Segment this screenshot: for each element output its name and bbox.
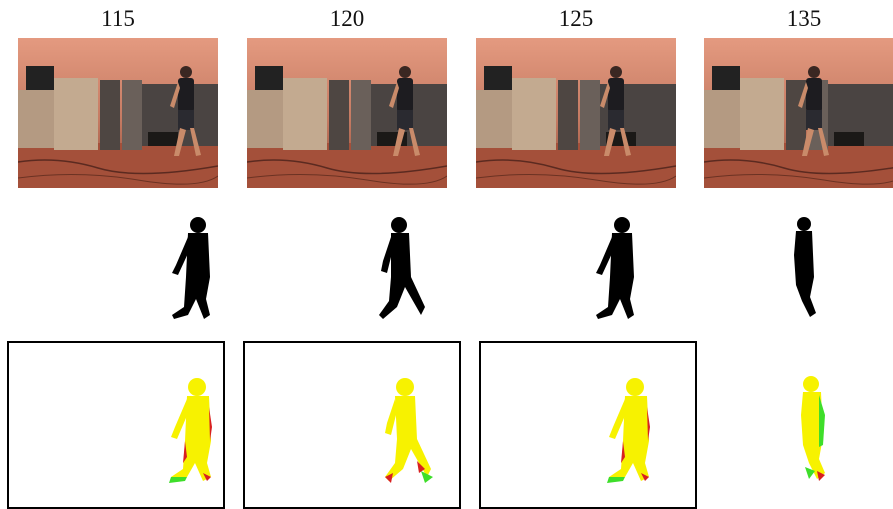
overlay-border (479, 341, 697, 509)
ground-truth-silhouette (596, 217, 634, 319)
frame-number-label: 120 (329, 6, 365, 31)
frame-number-label: 115 (101, 6, 135, 31)
segmentation-overlay-120 (243, 341, 461, 509)
frame-column-125: 125 (476, 0, 676, 508)
ground-truth-silhouette (794, 217, 816, 317)
overlay-border (243, 341, 461, 509)
input-video-frame (18, 38, 218, 188)
segmentation-overlay-125 (479, 341, 697, 509)
segmentation-overlay-135 (801, 376, 825, 481)
input-video-frame (704, 38, 893, 188)
input-video-frame (476, 38, 676, 188)
frame-column-115: 115 (18, 0, 218, 508)
frame-number-label: 125 (558, 6, 594, 31)
frame-column-120: 120 (247, 0, 447, 508)
frame-column-135: 135 (704, 0, 893, 508)
segmentation-overlay-115 (7, 341, 225, 509)
frame-number-label: 135 (786, 6, 822, 31)
input-video-frame (247, 38, 447, 188)
ground-truth-silhouette (172, 217, 210, 319)
ground-truth-silhouette (379, 217, 425, 319)
